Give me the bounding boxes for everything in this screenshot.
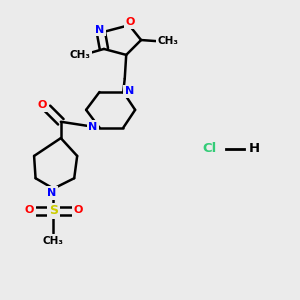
Text: N: N bbox=[125, 86, 134, 96]
Text: N: N bbox=[95, 25, 104, 34]
Text: O: O bbox=[74, 205, 83, 215]
Text: H: H bbox=[248, 142, 260, 155]
Text: CH₃: CH₃ bbox=[69, 50, 90, 60]
Text: O: O bbox=[38, 100, 47, 110]
Text: N: N bbox=[47, 188, 56, 198]
Text: N: N bbox=[88, 122, 98, 132]
Text: CH₃: CH₃ bbox=[157, 36, 178, 46]
Text: O: O bbox=[25, 205, 34, 215]
Text: CH₃: CH₃ bbox=[43, 236, 64, 246]
Text: Cl: Cl bbox=[202, 142, 217, 155]
Text: S: S bbox=[49, 204, 58, 218]
Text: O: O bbox=[126, 17, 135, 27]
